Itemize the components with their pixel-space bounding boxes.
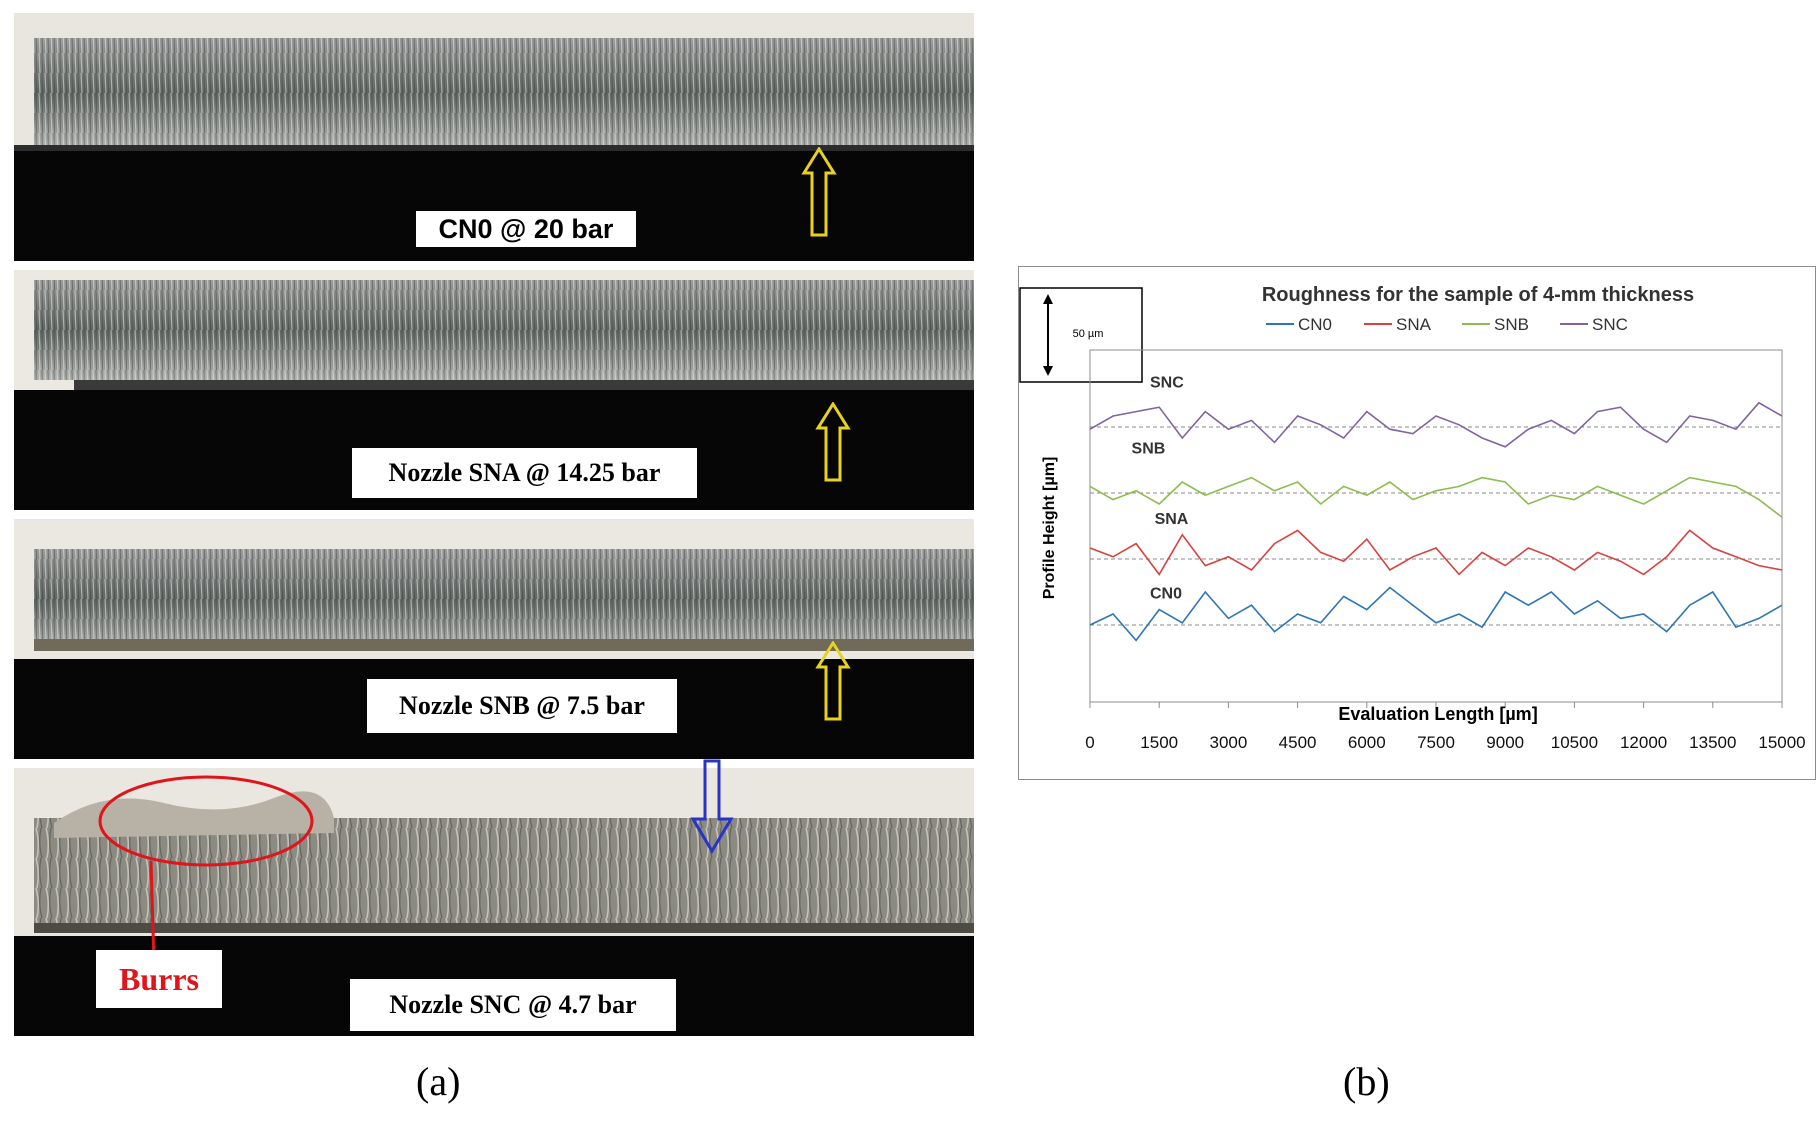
burrs-highlight xyxy=(98,775,314,965)
up-arrow-icon xyxy=(815,641,851,721)
x-tick-label: 4500 xyxy=(1279,733,1317,752)
x-tick-label: 3000 xyxy=(1209,733,1247,752)
series-line-snb xyxy=(1089,476,1783,518)
series-label-snc: SNC xyxy=(1150,374,1184,391)
legend-label-snb: SNB xyxy=(1494,315,1529,334)
scale-bar-box xyxy=(1019,287,1143,383)
photo-strip-cn0 xyxy=(14,13,974,261)
chart-frame xyxy=(1018,266,1816,780)
series-label-sna: SNA xyxy=(1155,511,1189,528)
legend-label-snc: SNC xyxy=(1592,315,1628,334)
series-line-snc xyxy=(1089,401,1783,448)
series-label-snb: SNB xyxy=(1132,440,1166,457)
caption-snc: Nozzle SNC @ 4.7 bar xyxy=(350,979,676,1031)
series-label-cn0: CN0 xyxy=(1150,586,1182,603)
up-arrow-icon xyxy=(801,147,837,237)
x-tick-label: 7500 xyxy=(1417,733,1455,752)
legend-label-cn0: CN0 xyxy=(1298,315,1332,334)
legend-label-sna: SNA xyxy=(1396,315,1432,334)
series-line-sna xyxy=(1089,529,1783,576)
roughness-chart: 50 µm Roughness for the sample of 4-mm t… xyxy=(1019,284,1806,752)
photo-panel: CN0 @ 20 bar Nozzle SNA @ 14.25 bar Nozz… xyxy=(14,13,974,1036)
x-axis-ticks: 0 1500 3000 4500 6000 7500 9000 10500 12000 13500… xyxy=(1085,702,1806,752)
panel-label-a: (a) xyxy=(416,1059,461,1104)
series-lines xyxy=(1089,401,1783,642)
y-axis-label: Profile Height [µm] xyxy=(1041,457,1058,600)
up-arrow-icon xyxy=(815,402,851,482)
caption-sna: Nozzle SNA @ 14.25 bar xyxy=(352,448,697,498)
x-tick-label: 9000 xyxy=(1486,733,1524,752)
series-line-cn0 xyxy=(1089,586,1783,642)
scale-bar-label: 50 µm xyxy=(1073,328,1104,340)
chart-title: Roughness for the sample of 4-mm thickne… xyxy=(1262,284,1694,306)
down-arrow-icon xyxy=(690,759,734,854)
series-baselines xyxy=(1090,426,1782,626)
x-tick-label: 12000 xyxy=(1620,733,1667,752)
x-axis-label: Evaluation Length [µm] xyxy=(1338,704,1537,724)
x-tick-label: 15000 xyxy=(1758,733,1805,752)
caption-snb: Nozzle SNB @ 7.5 bar xyxy=(367,679,677,733)
scale-bar-top-arrow-icon xyxy=(1043,294,1053,304)
burrs-label: Burrs xyxy=(96,950,222,1008)
x-tick-label: 6000 xyxy=(1348,733,1386,752)
plot-area xyxy=(1089,349,1783,703)
caption-cn0: CN0 @ 20 bar xyxy=(416,211,636,247)
x-tick-label: 0 xyxy=(1085,733,1094,752)
x-tick-label: 13500 xyxy=(1689,733,1736,752)
x-tick-label: 1500 xyxy=(1140,733,1178,752)
x-tick-label: 10500 xyxy=(1551,733,1598,752)
scale-bar-bottom-arrow-icon xyxy=(1043,366,1053,376)
series-labels: CN0 SNA SNB SNC xyxy=(1132,374,1189,602)
panel-label-b: (b) xyxy=(1343,1059,1390,1104)
chart-legend: CN0 SNA SNB SNC xyxy=(1266,315,1628,334)
cut-edge-photo-cn0 xyxy=(14,13,974,261)
